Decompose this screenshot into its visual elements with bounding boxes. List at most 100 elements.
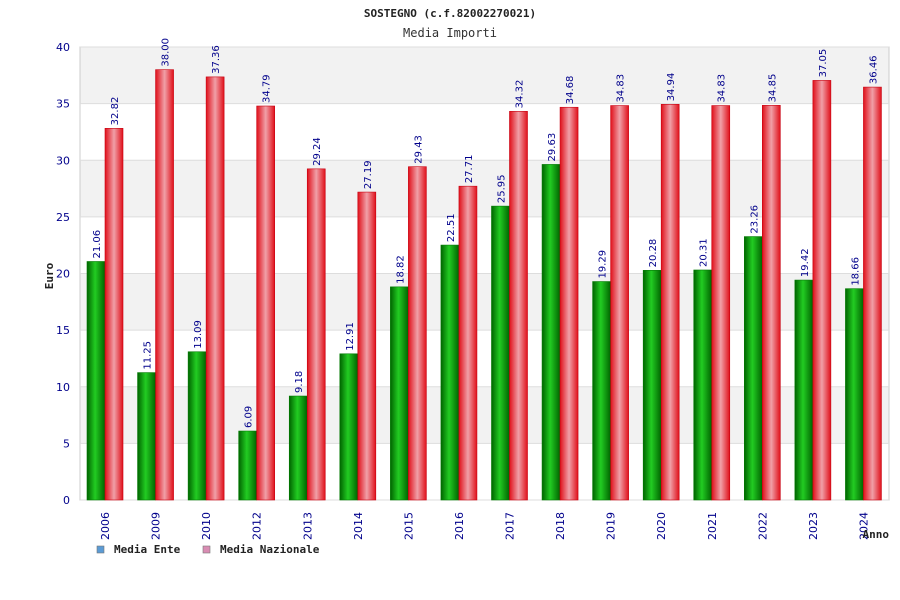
x-tick-label: 2013 <box>301 512 314 540</box>
value-label: 21.06 <box>92 230 103 259</box>
legend-swatch <box>96 545 105 554</box>
bar-nazionale-2009 <box>155 69 174 501</box>
bar-nazionale-2018 <box>559 106 579 501</box>
y-tick-label: 10 <box>56 381 70 394</box>
bar-ente-2010 <box>187 351 207 501</box>
value-label: 37.36 <box>211 45 222 74</box>
y-tick-label: 20 <box>56 268 70 281</box>
value-label: 19.29 <box>598 250 609 279</box>
value-label: 19.42 <box>800 248 811 277</box>
bar-nazionale-2019 <box>610 105 629 501</box>
x-tick-label: 2009 <box>150 512 163 540</box>
value-label: 25.95 <box>497 174 508 203</box>
bar-ente-2015 <box>390 286 409 501</box>
bar-nazionale-2024 <box>863 86 882 501</box>
bar-ente-2020 <box>642 270 662 501</box>
value-label: 18.82 <box>395 255 406 284</box>
value-label: 13.09 <box>193 320 204 349</box>
bar-nazionale-2015 <box>408 166 427 501</box>
bar-nazionale-2023 <box>812 80 832 501</box>
value-label: 11.25 <box>143 341 154 370</box>
x-tick-label: 2023 <box>807 512 820 540</box>
y-tick-label: 35 <box>56 98 70 111</box>
chart-title: SOSTEGNO (c.f.82002270021) <box>364 7 536 20</box>
bar-nazionale-2013 <box>306 168 326 501</box>
x-tick-label: 2020 <box>655 512 668 540</box>
value-label: 34.68 <box>565 76 576 105</box>
value-label: 20.31 <box>699 238 710 267</box>
x-tick-label: 2024 <box>857 512 870 540</box>
x-tick-label: 2019 <box>605 512 618 540</box>
x-tick-label: 2017 <box>504 512 517 540</box>
value-label: 29.24 <box>312 137 323 166</box>
y-axis-label: Euro <box>43 262 56 289</box>
value-label: 37.05 <box>818 49 829 78</box>
bar-ente-2022 <box>744 236 763 501</box>
bar-ente-2021 <box>693 269 713 501</box>
chart-subtitle: Media Importi <box>403 26 497 40</box>
bar-ente-2019 <box>592 281 611 501</box>
x-tick-label: 2016 <box>453 512 466 540</box>
x-tick-label: 2006 <box>99 512 112 540</box>
x-tick-label: 2022 <box>756 512 769 540</box>
value-label: 18.66 <box>850 257 861 286</box>
value-label: 29.63 <box>547 133 558 162</box>
bar-ente-2014 <box>339 353 359 501</box>
bar-nazionale-2016 <box>458 185 478 501</box>
value-label: 23.26 <box>749 205 760 234</box>
value-label: 34.94 <box>666 73 677 102</box>
value-label: 27.71 <box>464 155 475 184</box>
x-tick-label: 2018 <box>554 512 567 540</box>
x-tick-label: 2010 <box>200 512 213 540</box>
value-labels: 21.06 32.82 11.25 38.00 13.09 37.36 6.09 34.79 9… <box>92 38 879 428</box>
y-tick-label: 30 <box>56 154 70 167</box>
value-label: 29.43 <box>413 135 424 164</box>
value-label: 38.00 <box>161 38 172 67</box>
legend: Media Ente Media Nazionale <box>96 543 320 556</box>
y-tick-label: 40 <box>56 41 70 54</box>
value-label: 34.32 <box>515 80 526 109</box>
bar-nazionale-2017 <box>509 111 528 501</box>
y-axis-ticks: 0 5 10 15 20 25 30 35 40 <box>56 41 70 507</box>
legend-swatch <box>202 545 211 554</box>
x-tick-label: 2014 <box>352 512 365 540</box>
x-tick-label: 2012 <box>251 512 264 540</box>
value-label: 36.46 <box>868 55 879 84</box>
value-label: 34.83 <box>616 74 627 103</box>
x-tick-label: 2015 <box>402 512 415 540</box>
value-label: 6.09 <box>244 406 255 428</box>
bar-ente-2012 <box>238 430 257 501</box>
bar-nazionale-2020 <box>660 104 680 501</box>
bar-nazionale-2021 <box>711 105 731 501</box>
bar-nazionale-2012 <box>256 105 275 501</box>
value-label: 34.83 <box>717 74 728 103</box>
y-tick-label: 0 <box>63 494 70 507</box>
bar-ente-2013 <box>288 395 308 501</box>
bar-ente-2006 <box>86 261 106 501</box>
bar-ente-2024 <box>845 288 864 501</box>
bars <box>86 69 882 501</box>
bar-nazionale-2014 <box>357 191 377 501</box>
value-label: 9.18 <box>294 371 305 393</box>
y-tick-label: 5 <box>63 437 70 450</box>
bar-ente-2017 <box>491 205 510 501</box>
value-label: 20.28 <box>648 239 659 268</box>
x-axis-ticks: 2006 2009 2010 2012 2013 2014 2015 2016 2017 2018… <box>99 512 870 540</box>
value-label: 34.85 <box>767 74 778 103</box>
value-label: 27.19 <box>363 160 374 189</box>
bar-nazionale-2022 <box>762 105 781 501</box>
value-label: 12.91 <box>345 322 356 351</box>
x-axis-label: Anno <box>863 528 890 541</box>
value-label: 32.82 <box>110 97 121 126</box>
bar-ente-2023 <box>794 279 814 501</box>
y-tick-label: 15 <box>56 324 70 337</box>
legend-label: Media Nazionale <box>220 543 320 556</box>
bar-nazionale-2010 <box>205 76 225 501</box>
legend-label: Media Ente <box>114 543 181 556</box>
bar-nazionale-2006 <box>104 128 124 501</box>
bar-ente-2009 <box>137 372 156 501</box>
value-label: 34.79 <box>262 74 273 103</box>
y-tick-label: 25 <box>56 211 70 224</box>
bar-ente-2016 <box>440 244 460 501</box>
